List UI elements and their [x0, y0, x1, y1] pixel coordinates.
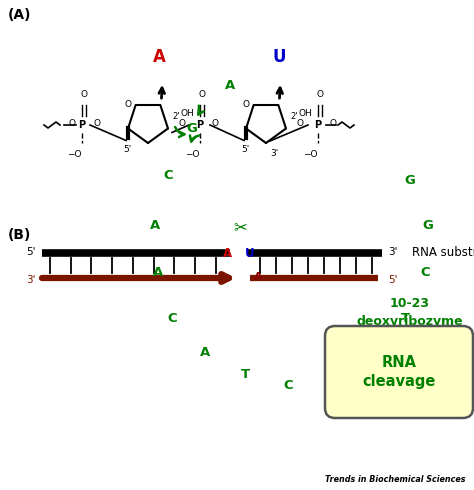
- Text: C: C: [167, 312, 177, 324]
- Text: 5': 5': [27, 247, 36, 257]
- Text: A: A: [200, 345, 210, 359]
- Text: 3': 3': [27, 275, 36, 285]
- Text: 5': 5': [388, 275, 398, 285]
- Text: O: O: [330, 119, 337, 127]
- Text: O: O: [243, 99, 250, 108]
- Text: Trends in Biochemical Sciences: Trends in Biochemical Sciences: [326, 475, 466, 484]
- Text: 2': 2': [290, 113, 298, 122]
- Text: 3': 3': [270, 149, 278, 158]
- Text: U: U: [245, 246, 255, 260]
- Text: O: O: [125, 99, 132, 108]
- Text: A: A: [153, 48, 166, 66]
- Text: C: C: [163, 169, 173, 181]
- Text: A: A: [223, 246, 233, 260]
- Text: RNA substrate: RNA substrate: [412, 245, 474, 259]
- Text: O: O: [317, 90, 323, 99]
- Text: 3': 3': [388, 247, 398, 257]
- Text: A: A: [225, 78, 235, 92]
- FancyBboxPatch shape: [325, 326, 473, 418]
- Text: O: O: [69, 119, 75, 127]
- Text: G: G: [405, 173, 415, 187]
- Text: G: G: [422, 219, 433, 231]
- Text: O: O: [94, 119, 101, 127]
- Text: T: T: [240, 368, 250, 381]
- Text: O: O: [297, 119, 304, 127]
- Text: A: A: [367, 345, 377, 359]
- Text: T: T: [401, 312, 410, 324]
- Text: ✂: ✂: [233, 218, 247, 236]
- Text: 5': 5': [241, 146, 249, 154]
- Text: C: C: [420, 266, 430, 278]
- Text: 2': 2': [172, 113, 180, 122]
- Text: P: P: [196, 120, 203, 130]
- Text: A: A: [153, 266, 163, 278]
- Text: A: A: [254, 272, 262, 282]
- Text: O: O: [212, 119, 219, 127]
- Text: G: G: [327, 371, 337, 385]
- Text: O: O: [179, 119, 186, 127]
- Text: O: O: [81, 90, 88, 99]
- Text: G: G: [187, 122, 198, 134]
- Text: OH: OH: [299, 109, 313, 119]
- Text: C: C: [283, 378, 293, 392]
- Text: RNA
cleavage: RNA cleavage: [362, 355, 436, 389]
- Text: −O: −O: [185, 150, 199, 159]
- Text: P: P: [78, 120, 86, 130]
- Text: U: U: [273, 48, 286, 66]
- Text: P: P: [314, 120, 321, 130]
- Text: 5': 5': [123, 146, 131, 154]
- Text: −O: −O: [67, 150, 81, 159]
- Text: −O: −O: [303, 150, 317, 159]
- Text: A: A: [150, 219, 160, 231]
- Text: OH: OH: [181, 109, 195, 119]
- Text: (A): (A): [8, 8, 31, 22]
- Text: (B): (B): [8, 228, 31, 242]
- Text: O: O: [199, 90, 206, 99]
- Text: 10-23
deoxyribozyme: 10-23 deoxyribozyme: [357, 296, 463, 327]
